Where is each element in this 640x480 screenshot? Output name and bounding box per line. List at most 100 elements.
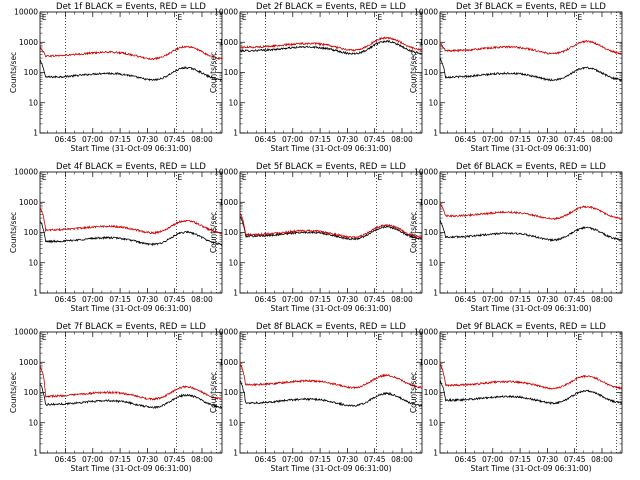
x-tick-label: 07:45 bbox=[364, 135, 386, 144]
panel-title: Det 3f BLACK = Events, RED = LLD bbox=[456, 2, 606, 12]
x-tick-label: 07:45 bbox=[164, 135, 186, 144]
event-marker-label: E bbox=[378, 333, 383, 342]
x-tick-label: 08:00 bbox=[191, 295, 213, 304]
x-tick-label: 06:45 bbox=[455, 295, 477, 304]
y-tick-label: 10000 bbox=[214, 168, 238, 177]
event-marker-label: E bbox=[578, 333, 583, 342]
x-tick-label: 07:00 bbox=[282, 455, 304, 464]
x-tick-label: 07:30 bbox=[137, 455, 159, 464]
event-marker-label: E bbox=[42, 173, 47, 182]
y-tick-label: 1000 bbox=[19, 38, 38, 47]
y-tick-label: 10000 bbox=[414, 168, 438, 177]
y-tick-label: 10 bbox=[428, 418, 438, 427]
x-tick-label: 06:45 bbox=[455, 135, 477, 144]
y-tick-label: 100 bbox=[224, 68, 239, 77]
x-tick-label: 07:30 bbox=[337, 295, 359, 304]
plot-frame bbox=[239, 331, 423, 454]
x-axis-label: Start Time (31-Oct-09 06:31:00) bbox=[70, 144, 191, 153]
x-tick-label: 08:00 bbox=[391, 135, 413, 144]
events-series-line bbox=[39, 220, 223, 247]
plot-frame bbox=[39, 171, 223, 294]
y-tick-label: 100 bbox=[24, 228, 39, 237]
event-marker-label: E bbox=[442, 333, 447, 342]
y-axis-label: Counts/sec bbox=[9, 212, 18, 253]
event-marker-label: E bbox=[442, 173, 447, 182]
lld-series-line bbox=[40, 45, 223, 61]
lld-series-line bbox=[439, 203, 623, 221]
lld-series-line bbox=[39, 364, 223, 401]
x-tick-label: 08:00 bbox=[591, 135, 613, 144]
x-axis-label: Start Time (31-Oct-09 06:31:00) bbox=[270, 464, 391, 473]
x-tick-label: 07:45 bbox=[564, 135, 586, 144]
x-tick-label: 07:15 bbox=[109, 135, 131, 144]
y-tick-label: 1000 bbox=[19, 358, 38, 367]
y-tick-label: 1 bbox=[433, 449, 438, 458]
x-tick-label: 07:30 bbox=[137, 295, 159, 304]
y-tick-label: 1 bbox=[233, 129, 238, 138]
x-tick-label: 07:30 bbox=[537, 455, 559, 464]
events-series-line bbox=[439, 57, 623, 82]
x-tick-label: 07:30 bbox=[337, 455, 359, 464]
y-tick-label: 1000 bbox=[419, 38, 438, 47]
event-marker-label: E bbox=[178, 13, 183, 22]
x-tick-label: 07:30 bbox=[537, 295, 559, 304]
y-tick-label: 100 bbox=[424, 228, 439, 237]
x-tick-label: 07:45 bbox=[564, 455, 586, 464]
y-tick-label: 10000 bbox=[214, 328, 238, 337]
event-marker-label: E bbox=[578, 173, 583, 182]
y-tick-label: 10000 bbox=[414, 8, 438, 17]
x-tick-label: 07:15 bbox=[509, 455, 531, 464]
y-tick-label: 1000 bbox=[219, 38, 238, 47]
events-series-line bbox=[39, 382, 223, 410]
x-axis-label: Start Time (31-Oct-09 06:31:00) bbox=[470, 464, 591, 473]
panel-title: Det 4f BLACK = Events, RED = LLD bbox=[56, 162, 206, 172]
x-tick-label: 07:15 bbox=[109, 455, 131, 464]
lld-series-line bbox=[239, 363, 423, 390]
plot-frame bbox=[439, 11, 623, 134]
y-tick-label: 1000 bbox=[219, 358, 238, 367]
x-tick-label: 06:45 bbox=[255, 455, 277, 464]
x-tick-label: 07:15 bbox=[109, 295, 131, 304]
event-marker-label: E bbox=[578, 13, 583, 22]
plot-frame bbox=[439, 171, 623, 294]
x-tick-label: 07:00 bbox=[82, 295, 104, 304]
x-tick-label: 07:30 bbox=[537, 135, 559, 144]
event-marker-label: E bbox=[42, 333, 47, 342]
y-axis-label: Counts/sec bbox=[409, 372, 418, 413]
y-tick-label: 10000 bbox=[14, 168, 38, 177]
y-axis-label: Counts/sec bbox=[9, 52, 18, 93]
panel-title: Det 1f BLACK = Events, RED = LLD bbox=[56, 2, 206, 12]
panel-title: Det 9f BLACK = Events, RED = LLD bbox=[456, 322, 606, 332]
event-marker-label: E bbox=[378, 13, 383, 22]
x-axis-label: Start Time (31-Oct-09 06:31:00) bbox=[470, 304, 591, 313]
events-series-line bbox=[439, 379, 623, 405]
x-tick-label: 06:45 bbox=[255, 135, 277, 144]
y-tick-label: 10000 bbox=[214, 8, 238, 17]
x-axis-label: Start Time (31-Oct-09 06:31:00) bbox=[270, 144, 391, 153]
y-tick-label: 1 bbox=[33, 289, 38, 298]
x-tick-label: 06:45 bbox=[55, 295, 77, 304]
plot-frame bbox=[39, 331, 223, 454]
y-tick-label: 1 bbox=[33, 129, 38, 138]
x-tick-label: 06:45 bbox=[55, 455, 77, 464]
x-axis-label: Start Time (31-Oct-09 06:31:00) bbox=[70, 304, 191, 313]
x-tick-label: 07:15 bbox=[309, 135, 331, 144]
panel-title: Det 2f BLACK = Events, RED = LLD bbox=[256, 2, 406, 12]
event-marker-label: E bbox=[178, 173, 183, 182]
x-tick-label: 07:45 bbox=[164, 455, 186, 464]
y-axis-label: Counts/sec bbox=[409, 52, 418, 93]
x-axis-label: Start Time (31-Oct-09 06:31:00) bbox=[270, 304, 391, 313]
x-tick-label: 07:15 bbox=[509, 135, 531, 144]
event-marker-label: E bbox=[378, 173, 383, 182]
x-tick-label: 07:00 bbox=[482, 295, 504, 304]
event-marker-label: E bbox=[242, 173, 247, 182]
y-tick-label: 100 bbox=[424, 388, 439, 397]
